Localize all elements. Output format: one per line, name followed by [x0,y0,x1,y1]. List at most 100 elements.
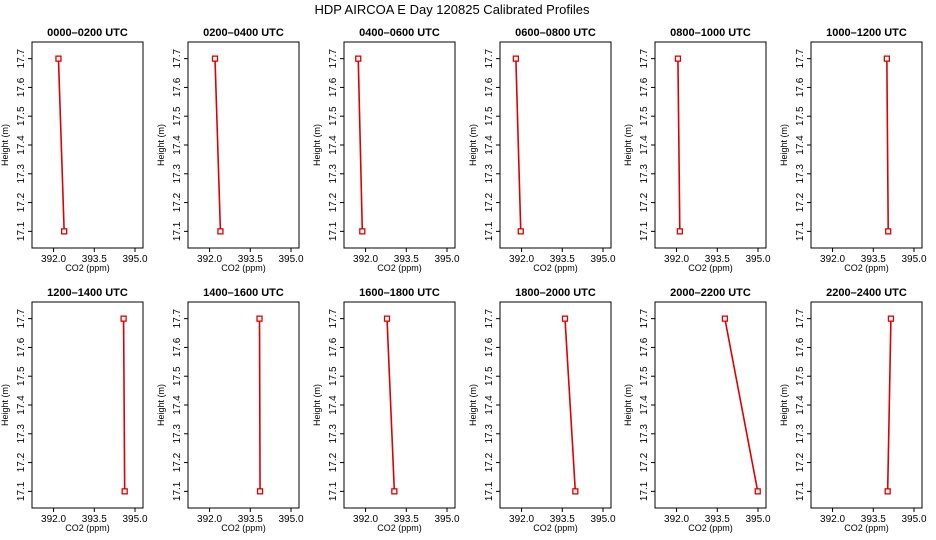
data-point [217,228,224,235]
y-tick-label: 17.4 [484,395,495,415]
y-tick-label: 17.5 [639,366,650,386]
profile-line [357,58,364,232]
y-tick-label: 17.3 [795,164,806,184]
plot-frame [343,301,456,509]
chart-panel: 0200–0400 UTC 392.0 393.5 395.0 17.1 17.2 17.3… [156,27,304,273]
x-tick-label: 393.5 [394,514,419,525]
x-tick-label: 395.0 [901,254,926,265]
chart-panel: 0000–0200 UTC 392.0 393.5 395.0 17.1 17.2 17.3… [0,27,148,273]
data-point [887,315,895,322]
data-point [121,488,128,495]
data-point [120,315,127,322]
profile-line [122,318,126,492]
profile-line [57,58,65,232]
y-tick-label: 17.6 [172,77,183,97]
y-tick-label: 17.7 [639,308,650,328]
profile-line [886,58,890,232]
x-axis-label: CO2 (ppm) [377,263,422,273]
y-tick-label: 17.6 [328,77,339,97]
y-tick-label: 17.1 [795,221,806,241]
y-tick-label: 17.4 [16,395,27,415]
y-tick-label: 17.6 [639,337,650,357]
panel-title: 0200–0400 UTC [203,27,284,39]
panel-title: 0600–0800 UTC [515,27,596,39]
y-tick-label: 17.2 [795,452,806,472]
x-axis-label: CO2 (ppm) [533,263,578,273]
panel-title: 2000–2200 UTC [670,287,751,299]
y-axis-label: Height (m) [623,124,633,166]
y-tick-label: 17.5 [16,106,27,126]
x-axis-label: CO2 (ppm) [844,523,889,533]
x-tick-label: 395.0 [745,254,770,265]
chart-panel: 2200–2400 UTC 392.0 393.5 395.0 17.1 17.2 17.3… [779,287,927,533]
chart-panel: 0400–0600 UTC 392.0 393.5 395.0 17.1 17.2 17.3… [312,27,460,273]
x-tick-label: 392.0 [353,254,378,265]
y-axis-label: Height (m) [312,124,322,166]
plot-frame [187,301,300,509]
x-tick-label: 392.0 [197,514,222,525]
y-tick-label: 17.1 [16,221,27,241]
y-tick-label: 17.6 [16,337,27,357]
y-tick-label: 17.3 [172,424,183,444]
y-tick-label: 17.2 [328,452,339,472]
y-tick-label: 17.1 [328,221,339,241]
plot-frame [187,41,300,249]
x-tick-label: 395.0 [901,514,926,525]
y-tick-label: 17.7 [795,48,806,68]
data-point [754,488,761,495]
y-tick-label: 17.5 [795,106,806,126]
y-tick-label: 17.1 [16,481,27,501]
y-tick-label: 17.4 [328,135,339,155]
data-point [61,228,68,235]
data-point [884,488,891,495]
y-tick-label: 17.1 [484,481,495,501]
y-tick-label: 17.2 [639,452,650,472]
data-point [517,228,524,235]
x-axis-label: CO2 (ppm) [533,523,578,533]
y-axis-label: Height (m) [779,124,789,166]
y-axis-label: Height (m) [156,384,166,426]
chart-panel: 0800–1000 UTC 392.0 393.5 395.0 17.1 17.2 17.3… [623,27,771,273]
y-tick-label: 17.5 [328,366,339,386]
y-tick-label: 17.5 [639,106,650,126]
data-point [676,228,683,235]
x-tick-label: 395.0 [434,514,459,525]
data-point [211,55,219,62]
y-tick-label: 17.4 [639,395,650,415]
y-tick-label: 17.7 [795,308,806,328]
chart-panel: 0600–0800 UTC 392.0 393.5 395.0 17.1 17.2 17.3… [468,27,616,273]
x-tick-label: 392.0 [197,254,222,265]
x-axis-label: CO2 (ppm) [221,523,266,533]
x-tick-label: 392.0 [353,514,378,525]
y-tick-label: 17.2 [639,192,650,212]
profile-line [515,58,522,232]
profile-line [386,318,396,492]
data-point [674,55,682,62]
x-tick-label: 395.0 [434,254,459,265]
plot-frame [31,301,144,509]
x-tick-label: 395.0 [590,514,615,525]
x-tick-label: 393.5 [394,254,419,265]
y-axis-label: Height (m) [156,124,166,166]
y-tick-label: 17.1 [172,221,183,241]
panel-title: 0400–0600 UTC [359,27,440,39]
y-tick-label: 17.5 [172,106,183,126]
figure-title: HDP AIRCOA E Day 120825 Calibrated Profi… [314,2,590,17]
y-axis-label: Height (m) [468,384,478,426]
x-tick-label: 392.0 [41,254,66,265]
y-axis-label: Height (m) [468,124,478,166]
y-tick-label: 17.6 [484,337,495,357]
x-tick-label: 393.5 [82,254,107,265]
chart-panel: 1600–1800 UTC 392.0 393.5 395.0 17.1 17.2 17.3… [312,287,460,533]
profile-line [564,318,577,492]
x-tick-label: 395.0 [590,254,615,265]
y-tick-label: 17.7 [328,308,339,328]
data-point [391,488,398,495]
x-tick-label: 393.5 [550,254,575,265]
y-tick-label: 17.3 [172,164,183,184]
y-tick-label: 17.3 [639,424,650,444]
y-tick-label: 17.6 [795,77,806,97]
x-tick-label: 393.5 [550,514,575,525]
y-tick-label: 17.5 [16,366,27,386]
y-tick-label: 17.6 [328,337,339,357]
